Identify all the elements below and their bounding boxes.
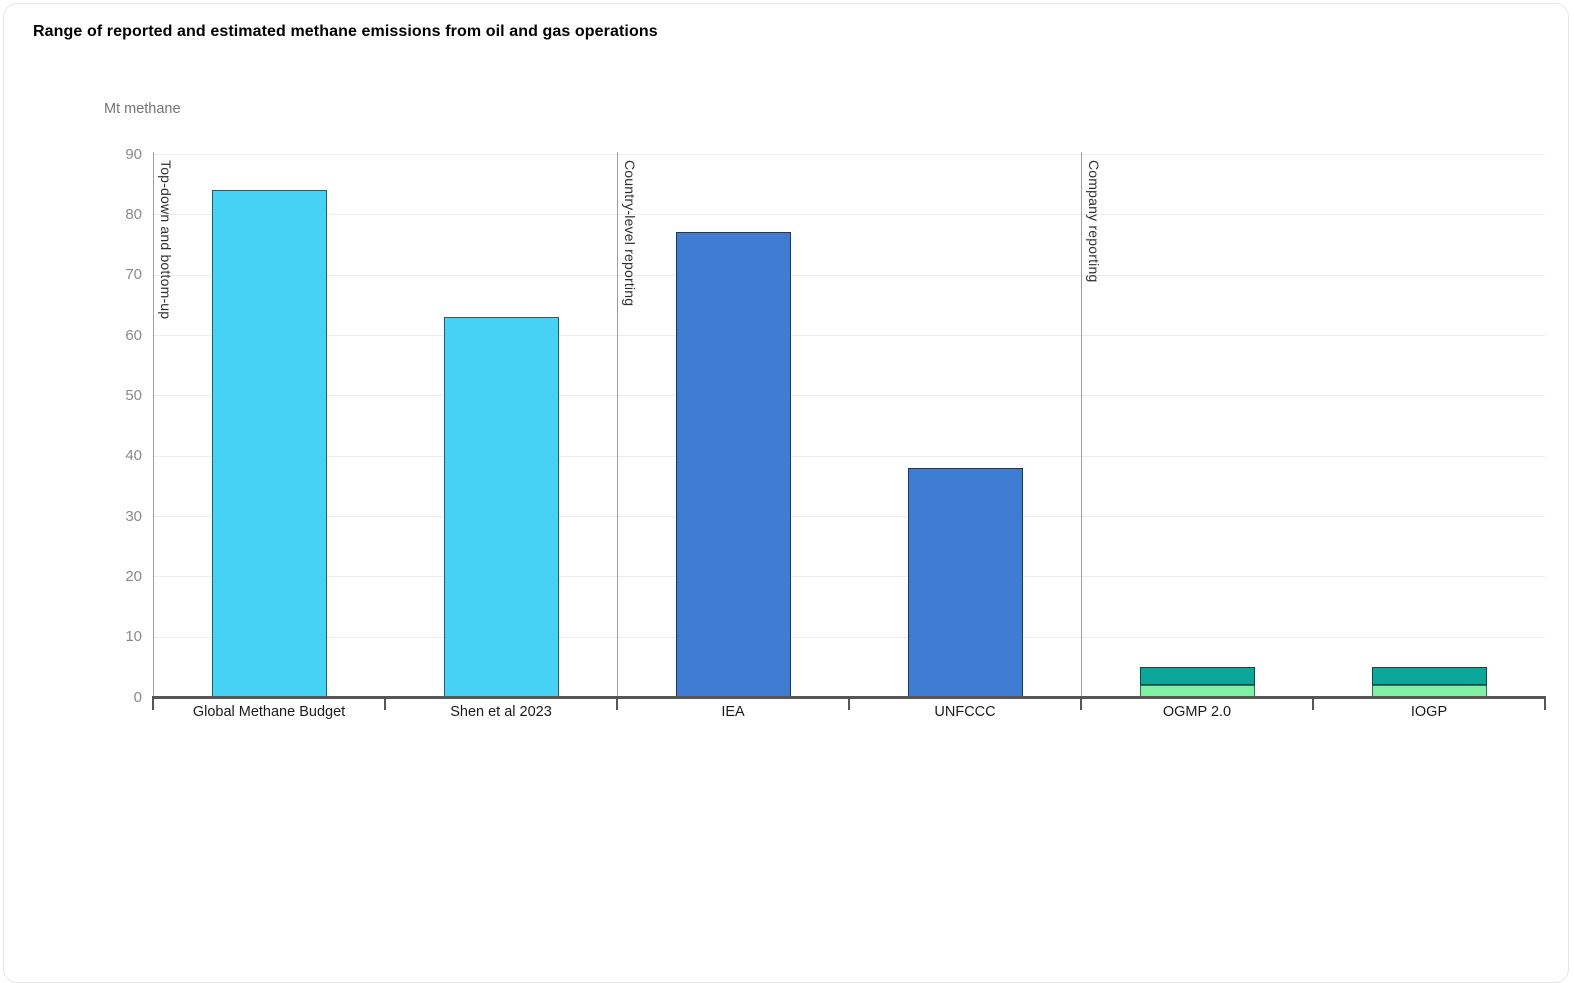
gridline [153, 456, 1545, 457]
section-label: Top-down and bottom-up [158, 160, 174, 319]
x-axis-tick [616, 697, 618, 710]
y-tick-label: 70 [82, 267, 142, 282]
plot-area: 0 10 20 30 40 50 60 70 80 90 Top-down and bottom-u… [0, 0, 1574, 764]
category-label: Shen et al 2023 [385, 704, 617, 720]
bar-segment [676, 232, 791, 697]
bar-segment [908, 468, 1023, 697]
gridline [153, 275, 1545, 276]
category-label: Global Methane Budget [153, 704, 385, 720]
chart-layer: Range of reported and estimated methane … [0, 0, 1574, 764]
x-axis-tick [152, 697, 154, 710]
gridline [153, 516, 1545, 517]
x-axis-tick [1312, 697, 1314, 710]
gridline [153, 395, 1545, 396]
section-label: Company reporting [1086, 160, 1102, 282]
y-tick-label: 30 [82, 509, 142, 524]
category-label: OGMP 2.0 [1081, 704, 1313, 720]
section-divider-line [1081, 152, 1082, 697]
y-tick-label: 80 [82, 207, 142, 222]
section-divider-line [617, 152, 618, 697]
section-divider-line [153, 152, 154, 697]
gridline [153, 637, 1545, 638]
x-axis-tick [1544, 697, 1546, 710]
y-tick-label: 10 [82, 629, 142, 644]
y-tick-label: 90 [82, 147, 142, 162]
category-label: UNFCCC [849, 704, 1081, 720]
category-label: IOGP [1313, 704, 1545, 720]
y-tick-label: 20 [82, 569, 142, 584]
gridline [153, 576, 1545, 577]
gridline [153, 335, 1545, 336]
y-tick-label: 60 [82, 328, 142, 343]
bar-segment [1372, 667, 1487, 685]
gridline [153, 214, 1545, 215]
bar-segment [444, 317, 559, 697]
x-axis-tick [1080, 697, 1082, 710]
section-label: Country-level reporting [622, 160, 638, 306]
gridline [153, 154, 1545, 155]
x-axis-tick [848, 697, 850, 710]
bar-segment [212, 190, 327, 697]
category-label: IEA [617, 704, 849, 720]
y-tick-label: 0 [82, 690, 142, 705]
bar-segment [1140, 667, 1255, 685]
x-axis-tick [384, 697, 386, 710]
y-tick-label: 50 [82, 388, 142, 403]
y-tick-label: 40 [82, 448, 142, 463]
